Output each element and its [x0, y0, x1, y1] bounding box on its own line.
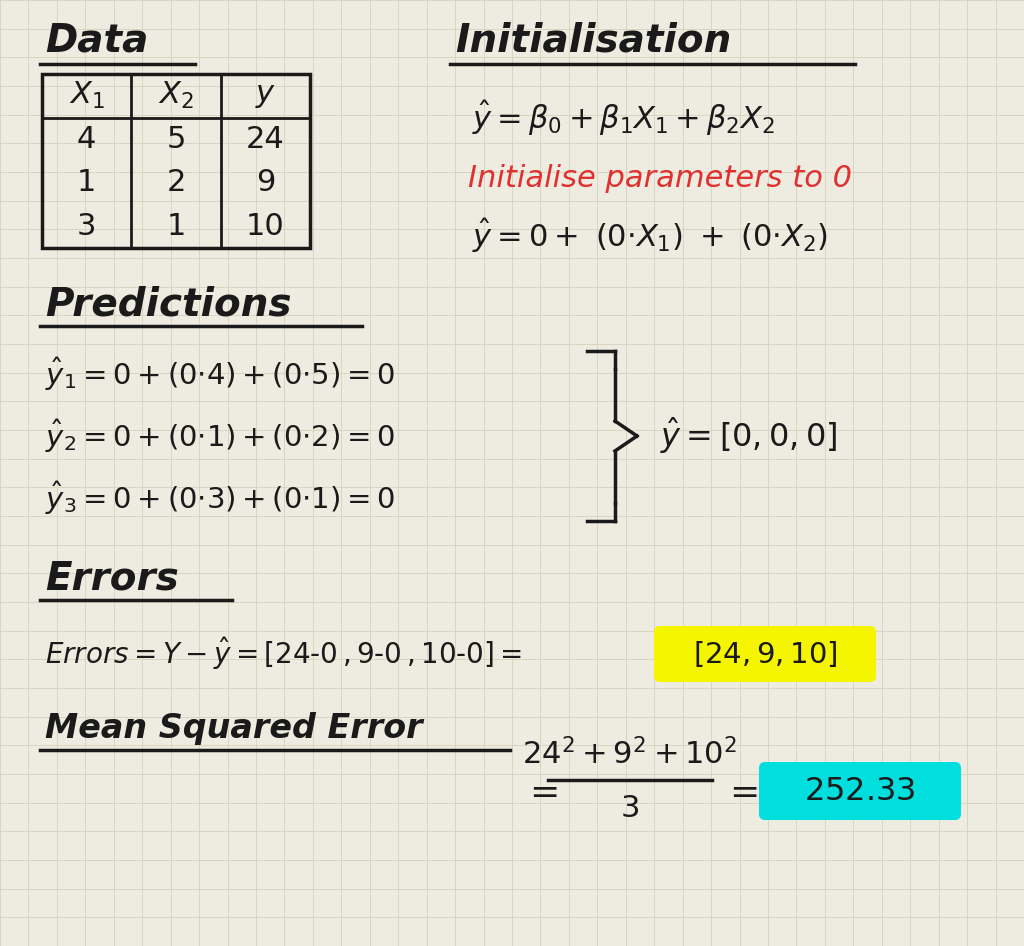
Text: $\hat{y}=[0,0,0]$: $\hat{y}=[0,0,0]$ [660, 415, 838, 457]
Text: $3$: $3$ [621, 794, 640, 822]
Text: 9: 9 [256, 168, 275, 198]
Text: 1: 1 [77, 168, 96, 198]
Text: $[24,9,10]$: $[24,9,10]$ [692, 639, 838, 669]
Bar [42, 74, 310, 248]
Text: $\hat{y}=\beta_0+\beta_1 X_1+\beta_2 X_2$: $\hat{y}=\beta_0+\beta_1 X_1+\beta_2 X_2… [472, 98, 774, 138]
Text: 5: 5 [166, 125, 185, 154]
Text: 3: 3 [77, 212, 96, 240]
Text: Mean Squared Error: Mean Squared Error [45, 711, 423, 745]
Text: $Errors = Y-\hat{y}=[24\text{-}0\,,9\text{-}0\,,10\text{-}0]=$: $Errors = Y-\hat{y}=[24\text{-}0\,,9\tex… [45, 636, 522, 673]
Text: $24^2+9^2+10^2$: $24^2+9^2+10^2$ [522, 738, 737, 770]
Text: $\hat{y}_1=0+(0{\cdot}4)+(0{\cdot}5)=0$: $\hat{y}_1=0+(0{\cdot}4)+(0{\cdot}5)=0$ [45, 356, 395, 393]
Text: $\hat{y}=0+\ (0{\cdot}X_1)\ +\ (0{\cdot}X_2)$: $\hat{y}=0+\ (0{\cdot}X_1)\ +\ (0{\cdot}… [472, 217, 828, 255]
Text: $X_1$: $X_1$ [69, 80, 104, 112]
Text: $\hat{y}_3=0+(0{\cdot}3)+(0{\cdot}1)=0$: $\hat{y}_3=0+(0{\cdot}3)+(0{\cdot}1)=0$ [45, 480, 395, 517]
Text: $252.33$: $252.33$ [804, 776, 915, 807]
Text: $=$: $=$ [722, 774, 758, 808]
Text: Initialisation: Initialisation [455, 22, 731, 60]
Text: $X_2$: $X_2$ [158, 80, 194, 112]
Text: Predictions: Predictions [45, 285, 292, 323]
Text: $\hat{y}_2=0+(0{\cdot}1)+(0{\cdot}2)=0$: $\hat{y}_2=0+(0{\cdot}1)+(0{\cdot}2)=0$ [45, 417, 395, 455]
FancyBboxPatch shape [654, 626, 876, 682]
Text: Initialise parameters to 0: Initialise parameters to 0 [468, 164, 852, 192]
Text: $=$: $=$ [522, 774, 557, 808]
Text: Data: Data [45, 22, 148, 60]
FancyBboxPatch shape [759, 762, 961, 820]
Text: 2: 2 [166, 168, 185, 198]
Text: 1: 1 [166, 212, 185, 240]
Text: $y$: $y$ [255, 81, 275, 111]
Text: 10: 10 [246, 212, 285, 240]
Text: 4: 4 [77, 125, 96, 154]
Text: Errors: Errors [45, 559, 179, 597]
Text: 24: 24 [246, 125, 285, 154]
